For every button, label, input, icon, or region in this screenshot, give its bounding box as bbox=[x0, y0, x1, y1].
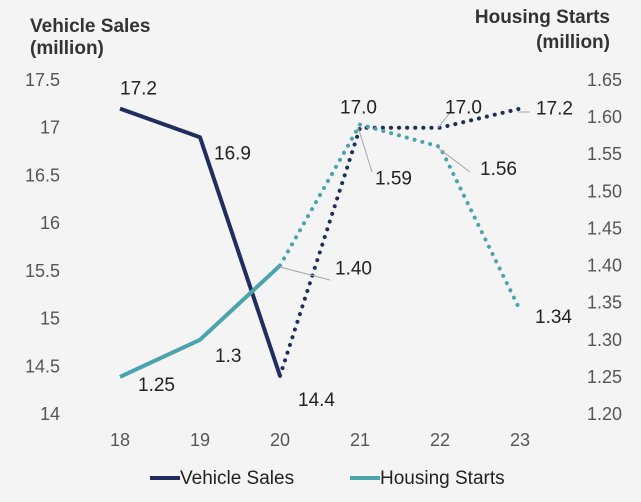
series-line-forecast-0 bbox=[278, 106, 522, 378]
left-axis-title-line2: (million) bbox=[30, 38, 104, 59]
leader-line bbox=[437, 147, 471, 173]
right-tick-label: 1.60 bbox=[587, 107, 622, 127]
leader-line bbox=[357, 126, 373, 173]
data-labels: 17.2 16.9 14.4 17.0 17.0 17.2 1.25 1.3 1.40 1.59 1… bbox=[120, 79, 573, 411]
data-label: 1.56 bbox=[480, 159, 517, 180]
series-lines bbox=[119, 106, 522, 379]
right-axis-ticks: 1.65 1.60 1.55 1.50 1.45 1.40 1.35 1.30 1.25 1.20 bbox=[587, 70, 622, 424]
data-label: 17.2 bbox=[120, 79, 157, 100]
left-tick-label: 17 bbox=[40, 118, 60, 138]
left-tick-label: 16.5 bbox=[25, 165, 60, 185]
left-tick-label: 16 bbox=[40, 213, 60, 233]
x-tick-label: 19 bbox=[190, 430, 210, 450]
data-label: 14.4 bbox=[298, 390, 335, 411]
right-axis-title-line1: Housing Starts bbox=[475, 7, 610, 28]
right-tick-label: 1.50 bbox=[587, 181, 622, 201]
right-tick-label: 1.35 bbox=[587, 293, 622, 313]
data-label: 1.3 bbox=[215, 346, 241, 367]
series-line-actual-0 bbox=[119, 106, 282, 377]
right-tick-label: 1.45 bbox=[587, 218, 622, 238]
legend-label: Vehicle Sales bbox=[180, 468, 294, 489]
x-tick-label: 23 bbox=[510, 430, 530, 450]
data-label: 1.25 bbox=[138, 375, 175, 396]
data-label: 17.2 bbox=[536, 99, 573, 120]
right-tick-label: 1.25 bbox=[587, 367, 622, 387]
left-tick-label: 14.5 bbox=[25, 356, 60, 376]
right-axis-title-line2: (million) bbox=[536, 32, 610, 53]
right-tick-label: 1.65 bbox=[587, 70, 622, 90]
x-tick-label: 21 bbox=[350, 430, 370, 450]
series-line-actual-1 bbox=[119, 264, 282, 379]
leader-line bbox=[437, 109, 453, 129]
legend: Vehicle Sales Housing Starts bbox=[150, 468, 505, 489]
series-line-forecast-1 bbox=[278, 122, 522, 313]
x-tick-label: 18 bbox=[110, 430, 130, 450]
x-tick-label: 20 bbox=[270, 430, 290, 450]
left-axis-ticks: 17.5 17 16.5 16 15.5 15 14.5 14 bbox=[25, 70, 60, 424]
x-tick-label: 22 bbox=[430, 430, 450, 450]
left-tick-label: 15.5 bbox=[25, 261, 60, 281]
label-leader-lines bbox=[279, 109, 530, 281]
x-axis-ticks: 18 19 20 21 22 23 bbox=[110, 430, 530, 450]
data-label: 17.0 bbox=[445, 98, 482, 119]
data-label: 1.34 bbox=[535, 307, 572, 328]
right-tick-label: 1.20 bbox=[587, 404, 622, 424]
right-tick-label: 1.55 bbox=[587, 144, 622, 164]
left-axis-title-line1: Vehicle Sales bbox=[30, 16, 150, 37]
data-label: 17.0 bbox=[340, 98, 377, 119]
data-label: 1.59 bbox=[375, 169, 412, 190]
left-tick-label: 14 bbox=[40, 404, 60, 424]
right-tick-label: 1.40 bbox=[587, 256, 622, 276]
data-label: 16.9 bbox=[214, 143, 251, 164]
right-tick-label: 1.30 bbox=[587, 330, 622, 350]
left-tick-label: 15 bbox=[40, 309, 60, 329]
data-label: 1.40 bbox=[335, 259, 372, 280]
leader-line bbox=[279, 266, 331, 281]
left-tick-label: 17.5 bbox=[25, 70, 60, 90]
legend-label: Housing Starts bbox=[380, 468, 505, 489]
